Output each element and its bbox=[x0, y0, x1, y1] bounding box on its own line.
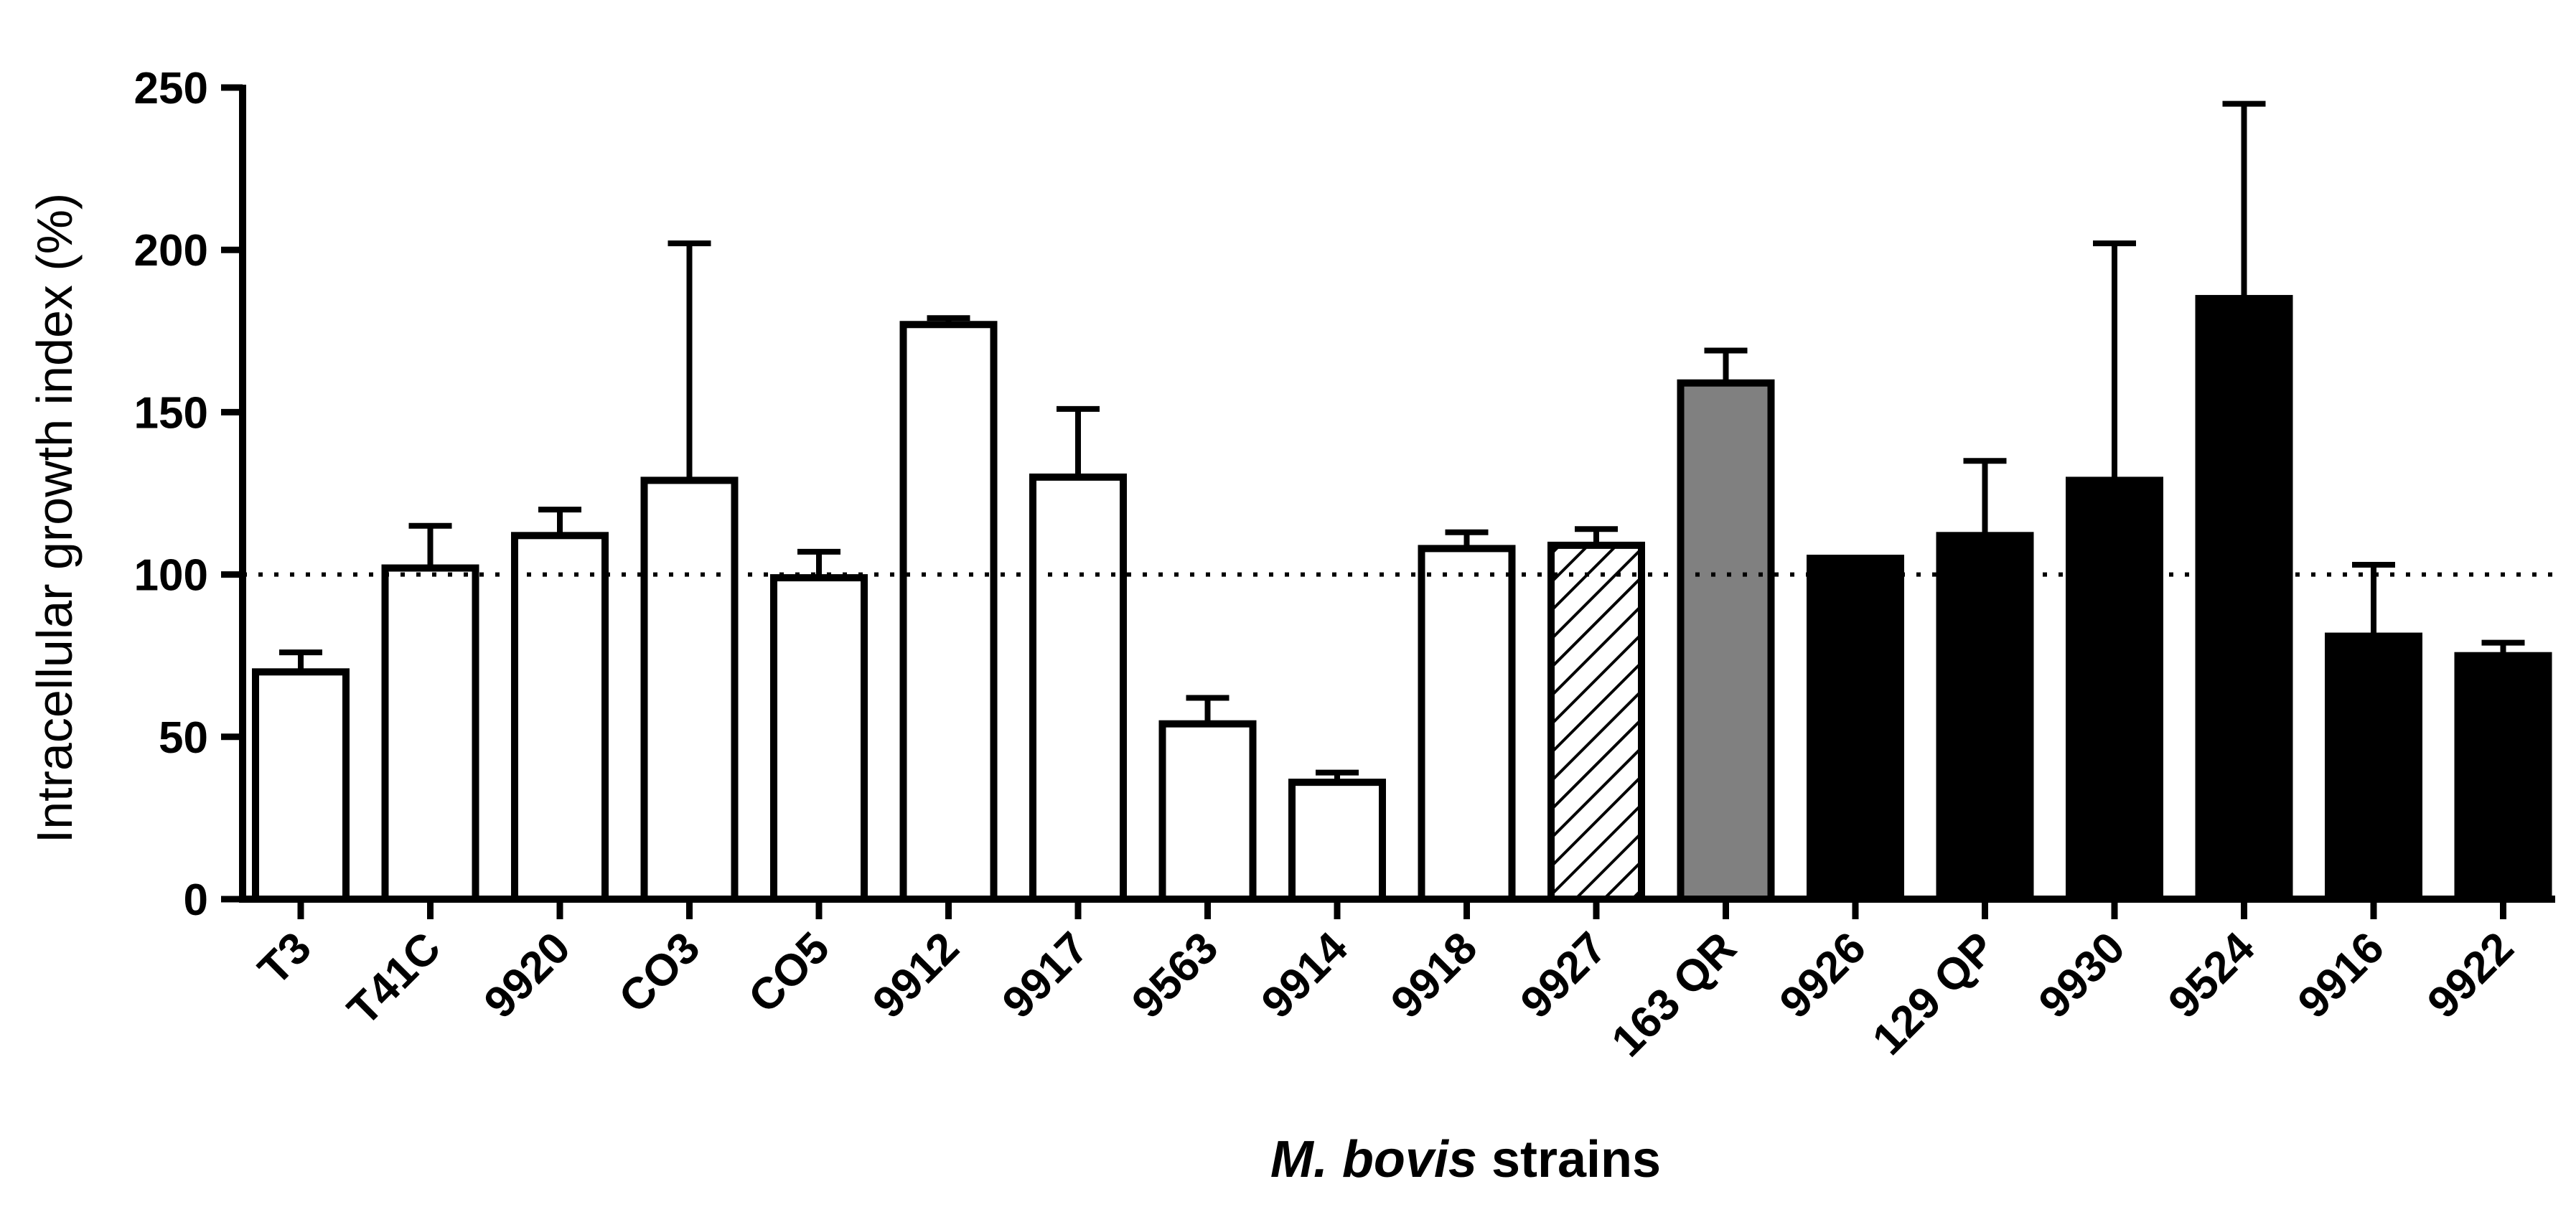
bar-9916 bbox=[2325, 632, 2422, 903]
bar-9912 bbox=[899, 321, 998, 903]
x-tick-label: 163 QR bbox=[1603, 923, 1746, 1066]
x-tick-labels: T3 T41C 9920 CO3 CO5 9912 9917 9563 9914 9918 9927… bbox=[249, 923, 2523, 1066]
x-tick-label: 9927 bbox=[1512, 923, 1616, 1028]
bar-9922 bbox=[2454, 652, 2552, 903]
x-tick-label: 9917 bbox=[993, 923, 1098, 1028]
bar-9930 bbox=[2066, 476, 2163, 903]
y-axis-title: Intracellular growth index (%) bbox=[27, 193, 83, 843]
bar-9927 bbox=[1547, 541, 1645, 903]
x-tick-label: 129 QP bbox=[1863, 923, 2005, 1064]
bar-9524 bbox=[2195, 295, 2293, 903]
x-axis-title-rest: strains bbox=[1477, 1131, 1661, 1188]
bar-9920 bbox=[511, 532, 609, 903]
x-tick-label: 9930 bbox=[2030, 923, 2135, 1028]
y-tick-label: 200 bbox=[134, 226, 208, 276]
x-tick-label: 9914 bbox=[1252, 923, 1358, 1028]
x-tick-label: 9920 bbox=[475, 923, 580, 1028]
bar-t41c bbox=[381, 564, 479, 903]
y-tick-label: 100 bbox=[134, 551, 208, 601]
x-axis-title-italic: M. bovis bbox=[1270, 1131, 1477, 1188]
x-tick-label: 9916 bbox=[2289, 923, 2394, 1028]
x-tick-label: 9926 bbox=[1771, 923, 1875, 1028]
error-bars-group bbox=[279, 100, 2525, 783]
x-tick-label: 9922 bbox=[2418, 923, 2523, 1028]
bar-163-qr bbox=[1677, 379, 1775, 903]
x-tick-label: 9918 bbox=[1382, 923, 1486, 1028]
x-tick-label: 9524 bbox=[2159, 923, 2264, 1028]
bar-t3 bbox=[252, 668, 350, 903]
x-tick-label: 9563 bbox=[1123, 923, 1227, 1028]
x-axis bbox=[239, 896, 2555, 919]
y-tick-label: 50 bbox=[159, 713, 208, 763]
x-tick-label: T3 bbox=[249, 923, 321, 995]
bar-9918 bbox=[1418, 545, 1516, 903]
x-axis-title: M. bovis strains bbox=[1270, 1131, 1661, 1188]
x-tick-label: T41C bbox=[338, 923, 450, 1035]
bar-9917 bbox=[1029, 473, 1127, 903]
x-tick-label: CO5 bbox=[739, 923, 839, 1023]
x-tick-label: CO3 bbox=[609, 923, 709, 1023]
bar-co3 bbox=[640, 476, 739, 903]
y-tick-label: 250 bbox=[134, 64, 208, 113]
bar-129-qp bbox=[1936, 532, 2034, 903]
bar-9914 bbox=[1288, 779, 1386, 903]
bar-9563 bbox=[1158, 720, 1257, 903]
bar-9926 bbox=[1807, 554, 1904, 903]
y-axis: 0 50 100 150 200 250 bbox=[134, 64, 246, 925]
y-tick-label: 0 bbox=[184, 875, 208, 925]
bar-co5 bbox=[770, 574, 868, 903]
bars-group bbox=[252, 295, 2552, 903]
y-tick-label: 150 bbox=[134, 388, 208, 438]
x-tick-label: 9912 bbox=[863, 923, 968, 1028]
